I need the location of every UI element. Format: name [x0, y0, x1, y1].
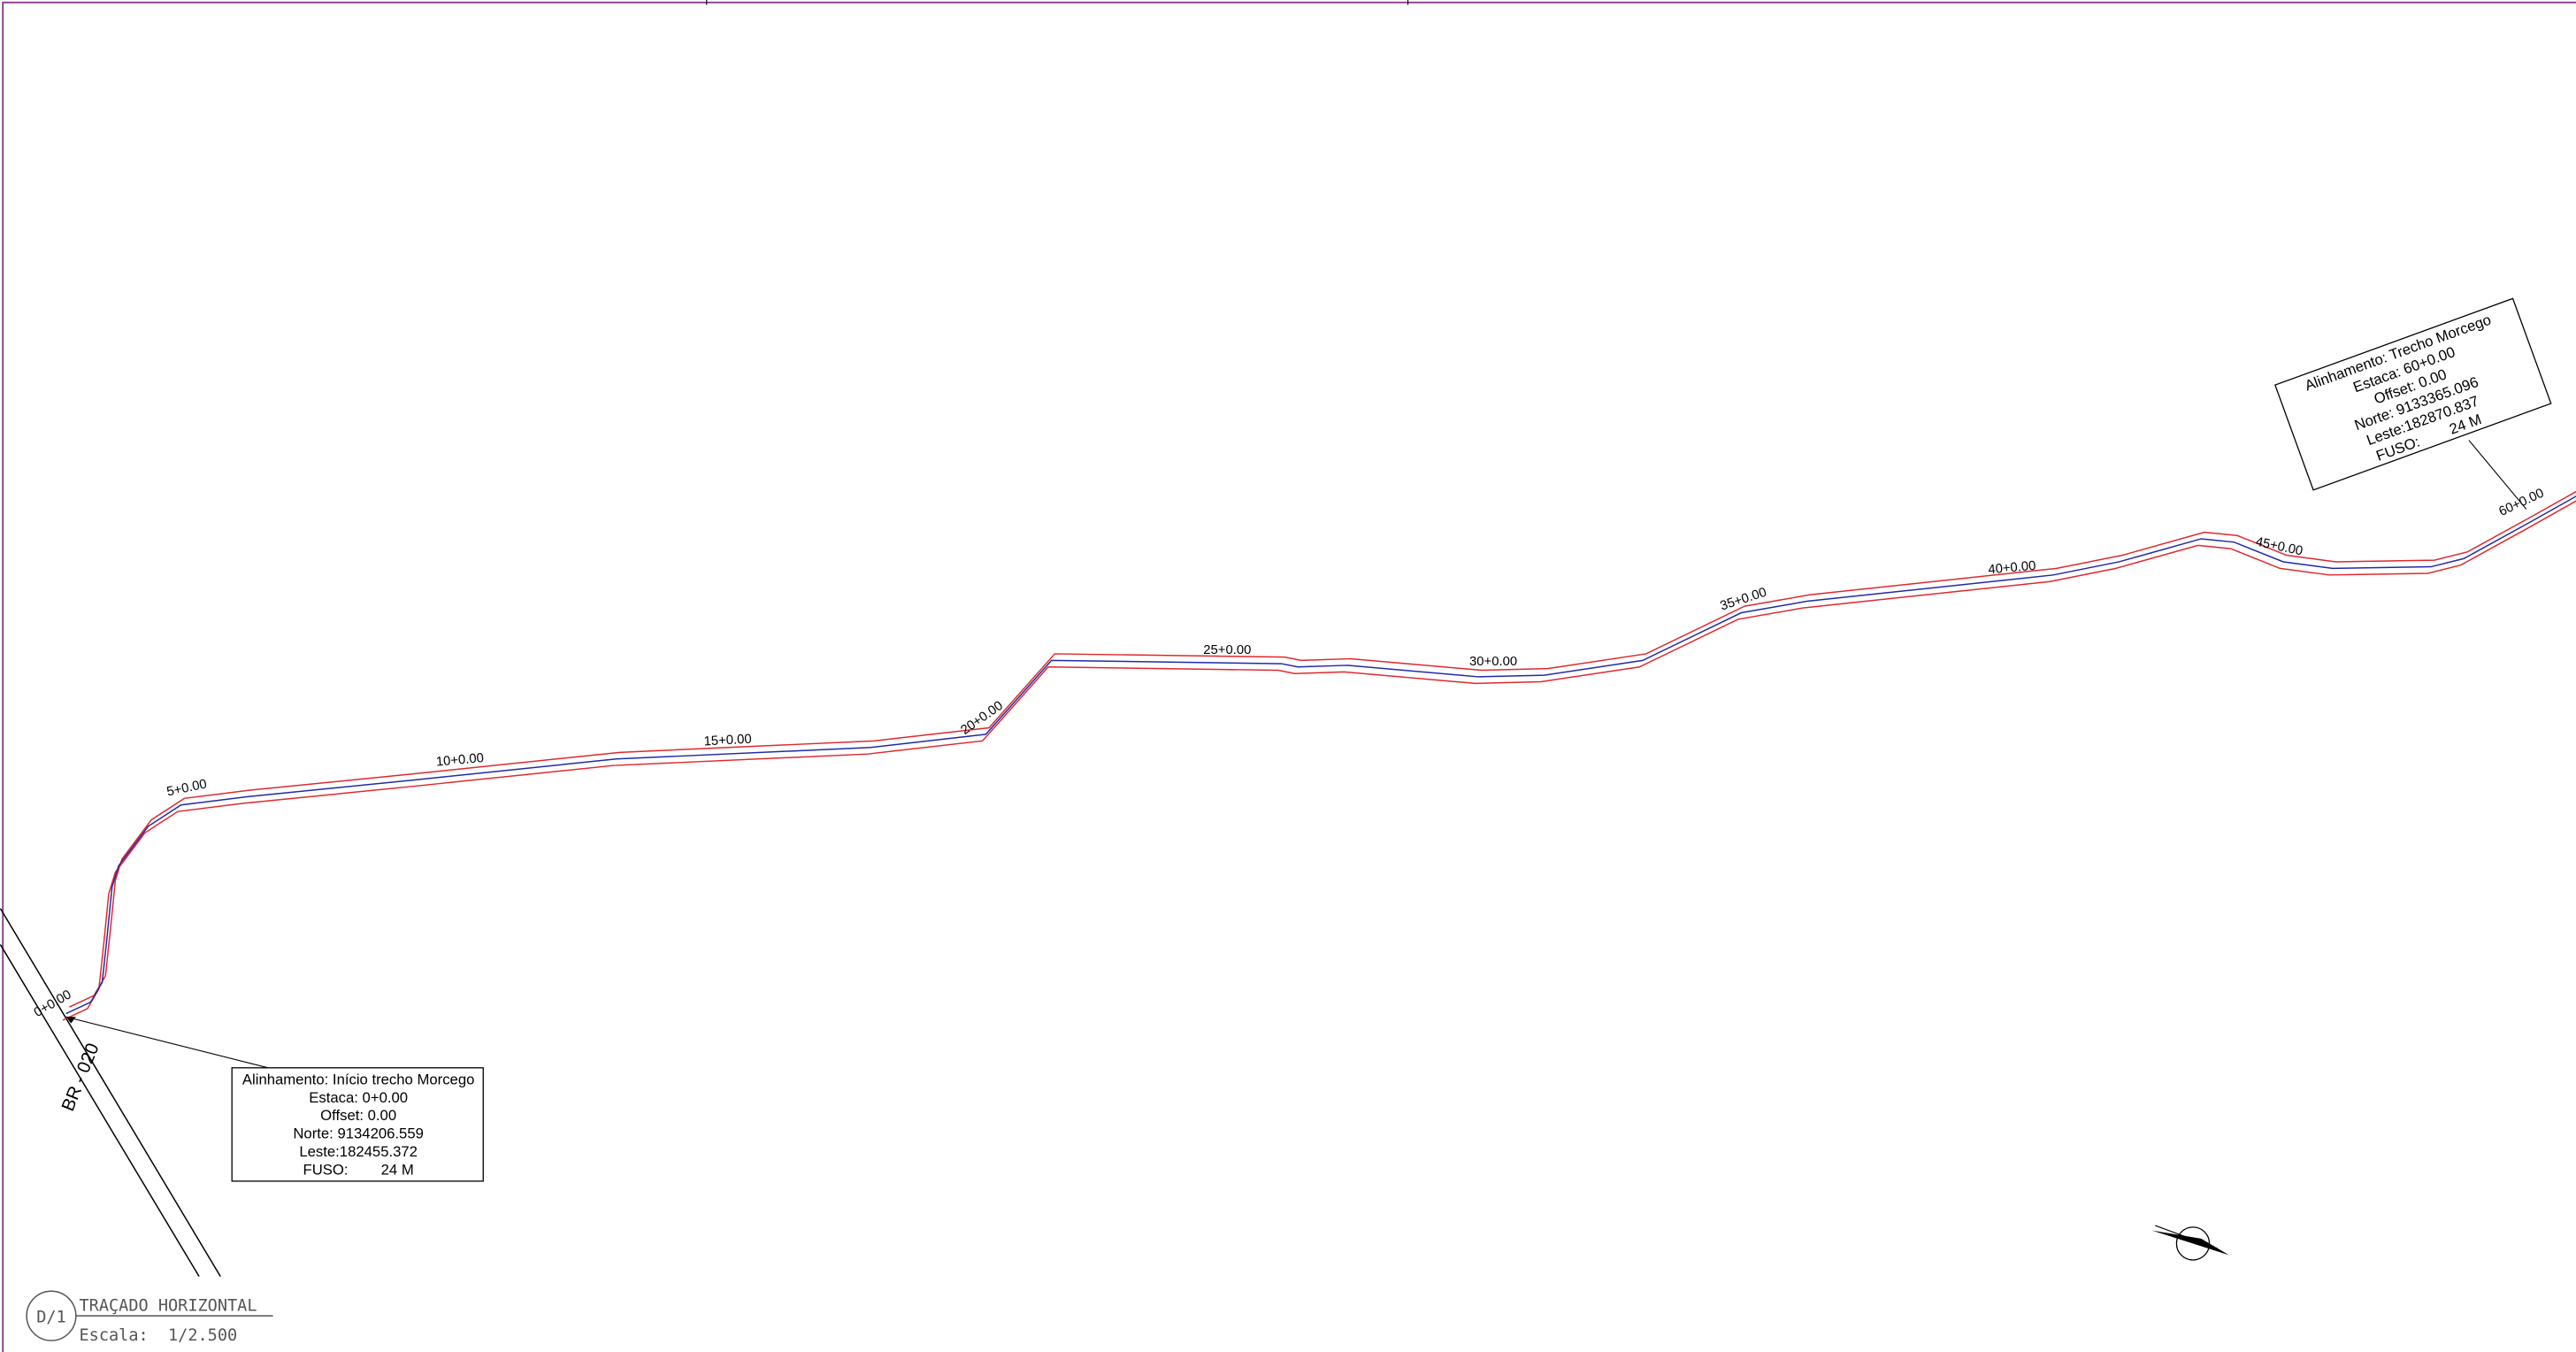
callout-line: Offset: 0.00 — [320, 1107, 396, 1124]
callout-line: Norte: 9134206.559 — [293, 1125, 424, 1142]
centerline — [65, 495, 2576, 1015]
callout-start: Alinhamento: Início trecho Morcego Estac… — [65, 1016, 484, 1182]
edge-line — [62, 500, 2576, 1021]
station-label: 20+0.00 — [958, 699, 1005, 738]
station-label: 45+0.00 — [2254, 535, 2304, 559]
sheet-id: D/1 — [36, 1309, 65, 1327]
edge-line — [69, 490, 2576, 1008]
station-label: 0+0.00 — [32, 987, 74, 1020]
title-block: D/1 TRAÇADO HORIZONTAL Escala: 1/2.500 — [26, 1290, 273, 1345]
callout-line: FUSO: 24 M — [303, 1161, 414, 1178]
station-labels: 0+0.00 5+0.00 10+0.00 15+0.00 20+0.00 25… — [32, 487, 2547, 1020]
road-br020: BR - 020 — [0, 908, 221, 1277]
callout-line: Alinhamento: Início trecho Morcego — [242, 1071, 475, 1087]
callout-end: Alinhamento: Trecho Morcego Estaca: 60+0… — [2274, 297, 2552, 510]
callout-line: Estaca: 0+0.00 — [309, 1089, 408, 1106]
station-label: 30+0.00 — [1469, 655, 1517, 669]
alignment — [62, 490, 2576, 1021]
station-label: 40+0.00 — [1988, 559, 2036, 578]
station-label: 10+0.00 — [435, 751, 484, 770]
north-arrow — [2151, 1225, 2229, 1261]
station-label: 25+0.00 — [1203, 643, 1251, 657]
callout-line: Leste:182455.372 — [299, 1143, 418, 1160]
station-label: 15+0.00 — [703, 733, 752, 749]
drawing-title: TRAÇADO HORIZONTAL — [80, 1297, 257, 1316]
drawing-scale: Escala: 1/2.500 — [80, 1326, 238, 1345]
